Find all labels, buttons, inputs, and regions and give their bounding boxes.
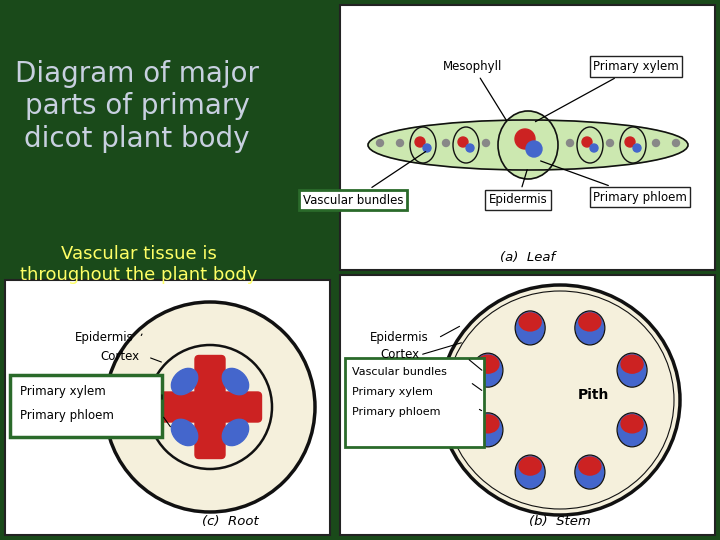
Text: Epidermis: Epidermis: [489, 170, 547, 206]
Circle shape: [590, 144, 598, 152]
FancyBboxPatch shape: [340, 275, 715, 535]
Text: Primary xylem: Primary xylem: [352, 387, 433, 397]
Text: Primary phloem: Primary phloem: [541, 161, 687, 204]
Ellipse shape: [498, 111, 558, 179]
Ellipse shape: [579, 313, 601, 331]
Text: Mesophyll: Mesophyll: [444, 60, 507, 120]
Ellipse shape: [410, 127, 436, 163]
Ellipse shape: [477, 355, 499, 373]
Text: Epidermis: Epidermis: [370, 332, 428, 345]
Ellipse shape: [474, 354, 502, 386]
FancyBboxPatch shape: [345, 358, 484, 447]
Text: Pith: Pith: [578, 388, 609, 402]
Ellipse shape: [621, 355, 643, 373]
Text: Vascular bundles: Vascular bundles: [352, 367, 447, 377]
Circle shape: [466, 144, 474, 152]
Text: Vascular bundles: Vascular bundles: [302, 152, 426, 206]
FancyBboxPatch shape: [5, 280, 330, 535]
Circle shape: [652, 139, 660, 146]
Circle shape: [458, 137, 468, 147]
Ellipse shape: [577, 127, 603, 163]
FancyBboxPatch shape: [340, 5, 715, 270]
Ellipse shape: [618, 414, 646, 446]
Text: (a)  Leaf: (a) Leaf: [500, 251, 556, 264]
Circle shape: [397, 139, 403, 146]
Circle shape: [415, 137, 425, 147]
Text: Cortex: Cortex: [380, 348, 419, 361]
Ellipse shape: [576, 312, 604, 344]
Ellipse shape: [171, 368, 198, 395]
Ellipse shape: [171, 419, 198, 446]
Text: (c)  Root: (c) Root: [202, 515, 258, 528]
Circle shape: [105, 302, 315, 512]
Circle shape: [423, 144, 431, 152]
Ellipse shape: [474, 414, 502, 446]
Circle shape: [672, 139, 680, 146]
Ellipse shape: [519, 457, 541, 475]
Text: Primary xylem: Primary xylem: [20, 386, 106, 399]
FancyBboxPatch shape: [158, 392, 261, 422]
Text: Vascular tissue is
throughout the plant body: Vascular tissue is throughout the plant …: [20, 245, 257, 284]
Ellipse shape: [579, 457, 601, 475]
Ellipse shape: [621, 415, 643, 433]
Circle shape: [443, 139, 449, 146]
Ellipse shape: [516, 312, 544, 344]
Circle shape: [148, 345, 272, 469]
FancyBboxPatch shape: [195, 355, 225, 458]
FancyBboxPatch shape: [10, 375, 162, 437]
Text: Cortex: Cortex: [100, 350, 139, 363]
Circle shape: [482, 139, 490, 146]
Ellipse shape: [618, 354, 646, 386]
Circle shape: [377, 139, 384, 146]
Ellipse shape: [453, 127, 479, 163]
Ellipse shape: [576, 456, 604, 488]
Ellipse shape: [515, 129, 535, 149]
Ellipse shape: [477, 415, 499, 433]
Ellipse shape: [526, 141, 542, 157]
Ellipse shape: [222, 419, 248, 446]
Text: (b)  Stem: (b) Stem: [529, 515, 591, 528]
Text: Diagram of major
parts of primary
dicot plant body: Diagram of major parts of primary dicot …: [15, 60, 259, 153]
Text: Primary phloem: Primary phloem: [352, 407, 441, 417]
Ellipse shape: [620, 127, 646, 163]
Circle shape: [567, 139, 574, 146]
Text: Primary xylem: Primary xylem: [536, 60, 679, 122]
Circle shape: [582, 137, 592, 147]
Ellipse shape: [368, 120, 688, 170]
Text: Epidermis: Epidermis: [75, 332, 134, 345]
Ellipse shape: [440, 285, 680, 515]
Circle shape: [633, 144, 641, 152]
Circle shape: [606, 139, 613, 146]
Text: Primary phloem: Primary phloem: [20, 408, 114, 422]
Ellipse shape: [516, 456, 544, 488]
Circle shape: [625, 137, 635, 147]
Ellipse shape: [222, 368, 248, 395]
Ellipse shape: [519, 313, 541, 331]
